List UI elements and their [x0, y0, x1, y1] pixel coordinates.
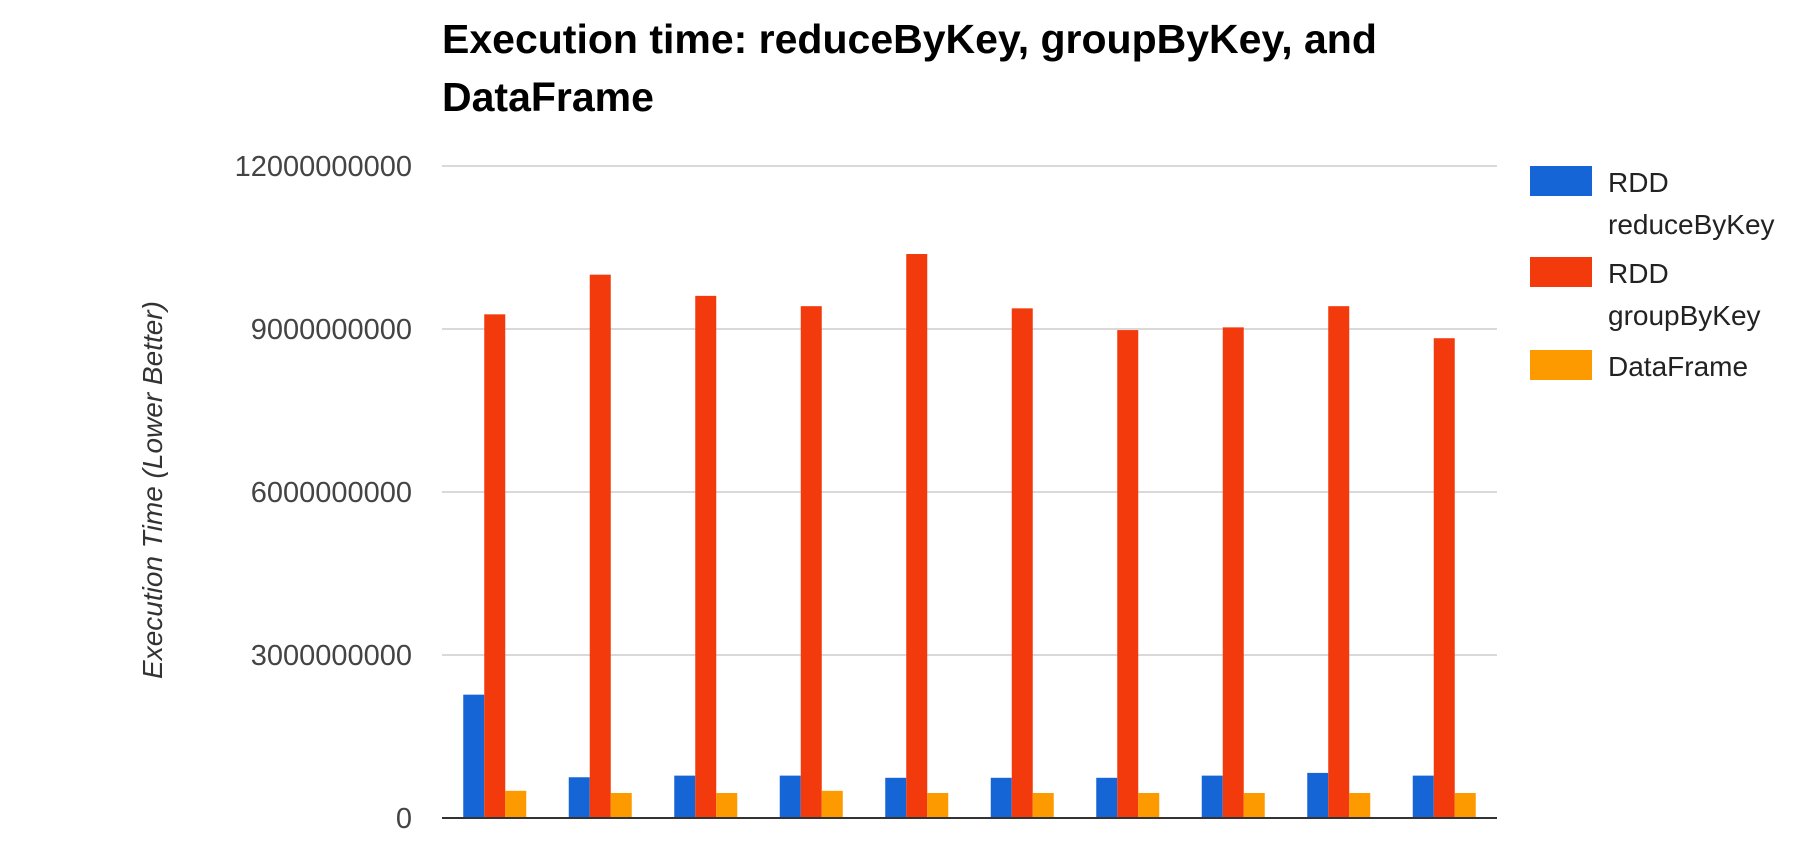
legend-swatch: [1530, 166, 1592, 196]
bar: [990, 777, 1012, 818]
bar: [906, 254, 928, 818]
bar: [1243, 793, 1265, 818]
bar: [610, 793, 632, 818]
bar-series: [463, 254, 1476, 819]
legend-label: RDD: [1608, 258, 1669, 289]
bar: [463, 694, 485, 818]
y-axis-tick-labels: 0 3000000000 6000000000 9000000000 120000000…: [235, 151, 412, 835]
bar: [1307, 772, 1329, 818]
chart-title: Execution time: reduceByKey, groupByKey,…: [442, 16, 1377, 120]
bar: [505, 790, 527, 818]
legend-swatch: [1530, 350, 1592, 380]
y-axis-label: Execution Time (Lower Better): [137, 301, 168, 679]
legend-label: reduceByKey: [1608, 209, 1775, 240]
legend-label: DataFrame: [1608, 351, 1748, 382]
bar: [695, 295, 717, 818]
bar: [1349, 793, 1371, 818]
bar: [1454, 793, 1476, 818]
y-tick-label: 12000000000: [235, 151, 412, 183]
bar: [885, 777, 907, 818]
bar: [927, 793, 949, 818]
bar: [1032, 793, 1054, 818]
bar: [1096, 777, 1118, 818]
bar: [484, 314, 506, 818]
bar: [589, 274, 611, 819]
legend: RDD reduceByKey RDD groupByKey DataFrame: [1530, 166, 1775, 382]
bar: [779, 775, 801, 818]
bar: [1138, 793, 1160, 818]
y-tick-label: 0: [396, 803, 412, 835]
bar: [1117, 330, 1139, 818]
bar: [568, 777, 590, 818]
legend-label: RDD: [1608, 167, 1669, 198]
bar: [1011, 308, 1033, 818]
bar: [1328, 306, 1350, 818]
legend-label: groupByKey: [1608, 300, 1761, 331]
bar: [1433, 338, 1455, 818]
gridlines: [442, 165, 1497, 656]
bar: [1201, 775, 1223, 818]
bar: [821, 790, 843, 818]
y-tick-label: 3000000000: [251, 640, 412, 672]
bar: [674, 775, 696, 818]
y-tick-label: 9000000000: [251, 314, 412, 346]
bar: [1412, 775, 1434, 818]
y-tick-label: 6000000000: [251, 477, 412, 509]
bar: [716, 793, 738, 818]
bar: [1222, 327, 1244, 818]
bar: [800, 306, 822, 818]
legend-swatch: [1530, 257, 1592, 287]
